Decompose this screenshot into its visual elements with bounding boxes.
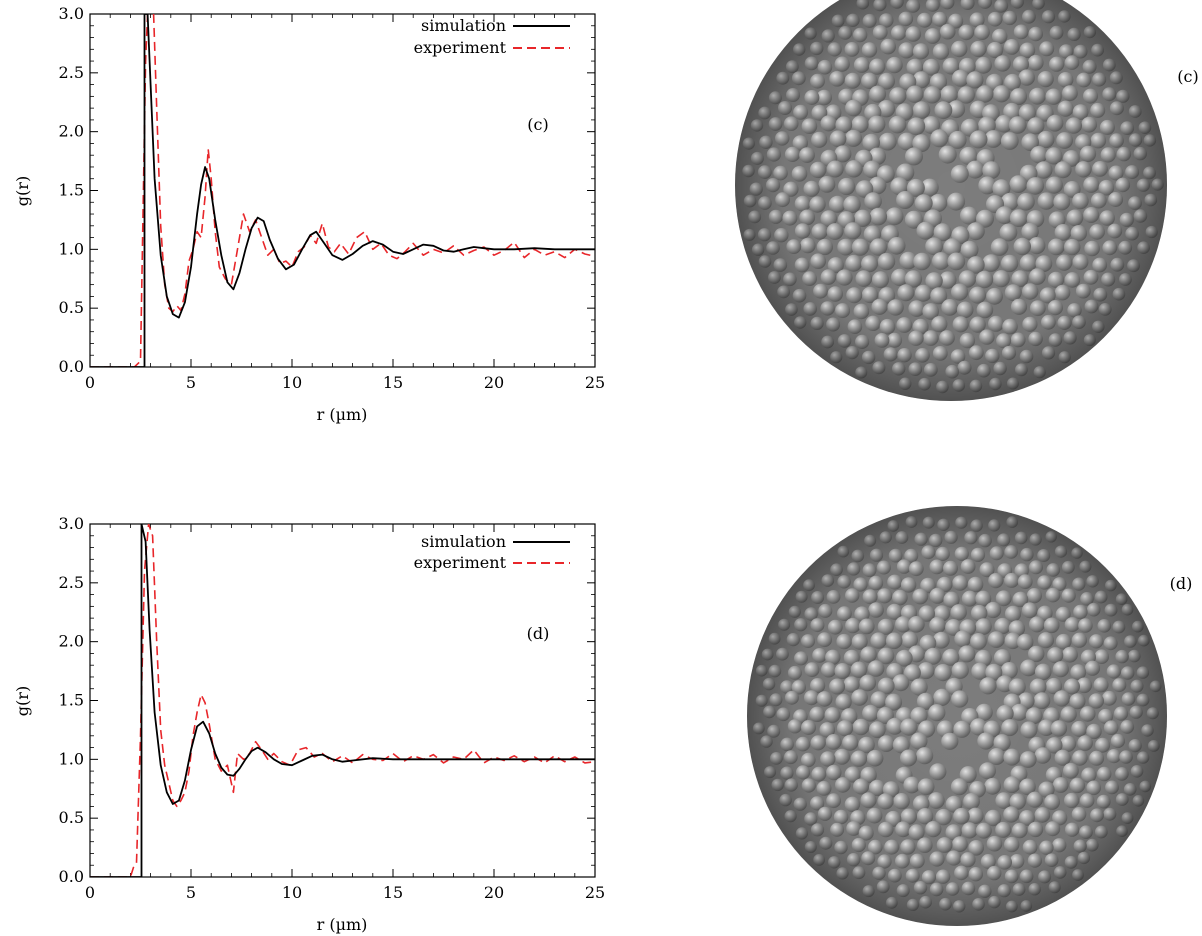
plot-area-c: 0 5 10 15 20 25 0.0 0.5 1.0 1.5 2.0 2.5 3.0 — [59, 4, 606, 392]
sphere-shading-d — [747, 506, 1167, 926]
y-tick-label-d: 2.0 — [59, 632, 84, 651]
chart-panel-c: 0 5 10 15 20 25 0.0 0.5 1.0 1.5 2.0 2.5 3.0 g(r) r (… — [13, 4, 605, 424]
y-axis-label-c: g(r) — [13, 176, 32, 206]
y-axis-label-d: g(r) — [13, 686, 32, 716]
series-line-simulation-d — [90, 524, 595, 877]
x-tick-label-c: 0 — [85, 373, 95, 392]
x-tick-label-c: 25 — [585, 373, 605, 392]
y-tick-label-d: 3.0 — [59, 514, 84, 533]
x-tick-label-d: 10 — [282, 883, 302, 902]
legend-label-experiment-d: experiment — [414, 553, 507, 572]
panel-letter-d: (d) — [527, 624, 550, 643]
legend-label-experiment-c: experiment — [414, 38, 507, 57]
y-tick-label-d: 2.5 — [59, 573, 84, 592]
y-tick-label-c: 1.0 — [59, 239, 84, 258]
y-tick-label-c: 0.0 — [59, 357, 84, 376]
y-tick-label-d: 1.0 — [59, 749, 84, 768]
panel-letter-c: (c) — [527, 115, 548, 134]
legend-label-simulation-c: simulation — [421, 16, 506, 35]
particle-sphere-d — [747, 506, 1167, 926]
plot-area-d: 0 5 10 15 20 25 0.0 0.5 1.0 1.5 2.0 2.5 3.0 — [59, 514, 606, 902]
series-line-simulation-c — [90, 14, 595, 367]
y-tick-label-c: 3.0 — [59, 4, 84, 23]
x-tick-label-c: 20 — [484, 373, 504, 392]
y-tick-label-d: 1.5 — [59, 691, 84, 710]
legend-d: simulation experiment — [414, 532, 570, 572]
sphere-label-d: (d) — [1170, 574, 1193, 593]
x-tick-label-d: 20 — [484, 883, 504, 902]
sphere-label-c: (c) — [1177, 67, 1198, 86]
legend-c: simulation experiment — [414, 16, 570, 57]
x-tick-label-d: 15 — [383, 883, 403, 902]
y-tick-label-c: 2.0 — [59, 122, 84, 141]
plot-frame-c — [89, 13, 596, 368]
chart-panel-d: 0 5 10 15 20 25 0.0 0.5 1.0 1.5 2.0 2.5 3.0 g(r) r (… — [13, 514, 605, 934]
legend-label-simulation-d: simulation — [421, 532, 506, 551]
y-tick-label-c: 1.5 — [59, 181, 84, 200]
x-tick-label-c: 15 — [383, 373, 403, 392]
plot-frame-d — [89, 523, 596, 878]
y-tick-label-c: 2.5 — [59, 63, 84, 82]
series-line-experiment-d — [90, 524, 595, 877]
y-tick-label-d: 0.0 — [59, 867, 84, 886]
series-line-experiment-c — [90, 14, 595, 367]
x-tick-label-d: 5 — [186, 883, 196, 902]
x-tick-label-c: 5 — [186, 373, 196, 392]
x-axis-label-d: r (µm) — [317, 915, 368, 934]
y-tick-label-c: 0.5 — [59, 298, 84, 317]
sphere-shading-c — [735, 0, 1167, 401]
y-tick-label-d: 0.5 — [59, 808, 84, 827]
x-axis-label-c: r (µm) — [317, 405, 368, 424]
particle-sphere-c — [735, 0, 1167, 401]
x-tick-label-d: 0 — [85, 883, 95, 902]
x-tick-label-d: 25 — [585, 883, 605, 902]
x-tick-label-c: 10 — [282, 373, 302, 392]
